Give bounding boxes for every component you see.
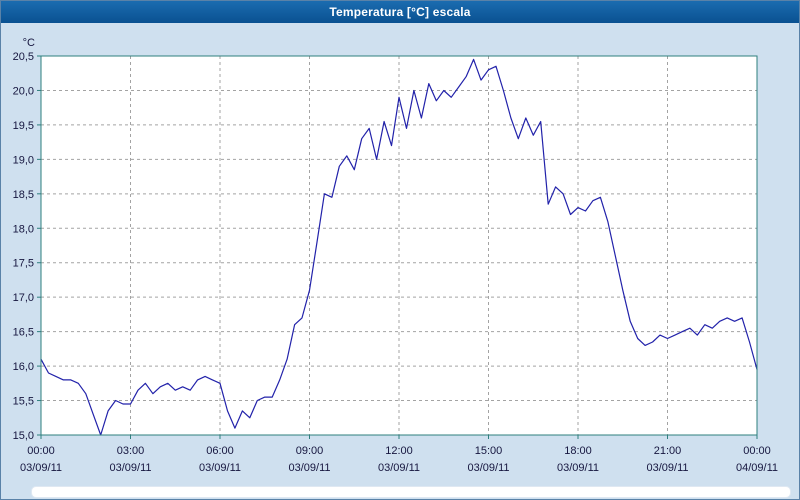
y-tick-label: 20,5 — [13, 51, 34, 63]
window-titlebar: Temperatura [°C] escala — [1, 1, 799, 23]
x-time-label: 15:00 — [475, 445, 503, 457]
y-tick-label: 20,0 — [13, 85, 34, 97]
window-title: Temperatura [°C] escala — [329, 5, 471, 19]
x-time-label: 12:00 — [385, 445, 413, 457]
x-time-label: 00:00 — [27, 445, 55, 457]
x-date-label: 03/09/11 — [288, 462, 330, 474]
y-tick-label: 16,5 — [13, 327, 34, 339]
y-tick-label: 16,0 — [13, 361, 34, 373]
x-time-label: 06:00 — [206, 445, 234, 457]
y-tick-label: 18,5 — [13, 189, 34, 201]
x-date-label: 03/09/11 — [199, 462, 241, 474]
x-time-label: 00:00 — [743, 445, 771, 457]
y-tick-label: 17,5 — [13, 258, 34, 270]
x-time-label: 09:00 — [296, 445, 324, 457]
y-tick-label: 15,0 — [13, 430, 34, 442]
temperature-series-line — [40, 58, 758, 436]
x-date-label: 03/09/11 — [557, 462, 599, 474]
x-date-label: 03/09/11 — [646, 462, 688, 474]
x-date-label: 03/09/11 — [467, 462, 509, 474]
y-tick-label: 19,0 — [13, 154, 34, 166]
x-time-label: 18:00 — [564, 445, 592, 457]
chart-area: 15,0 15,5 16,0 16,5 17,0 17,5 18,0 18,5 19,0 19,5… — [1, 23, 799, 486]
y-tick-label: 19,5 — [13, 120, 34, 132]
x-date-label: 04/09/11 — [736, 462, 778, 474]
x-time-label: 03:00 — [117, 445, 145, 457]
plot-border — [40, 55, 758, 436]
horizontal-scrollbar[interactable] — [31, 486, 791, 498]
y-tick-label: 15,5 — [13, 396, 34, 408]
x-date-label: 03/09/11 — [109, 462, 151, 474]
temperature-line-chart: 15,0 15,5 16,0 16,5 17,0 17,5 18,0 18,5 19,0 19,5… — [13, 37, 778, 474]
plot-area — [41, 56, 757, 435]
y-tick-label: 18,0 — [13, 223, 34, 235]
x-time-label: 21:00 — [654, 445, 682, 457]
x-date-label: 03/09/11 — [378, 462, 420, 474]
x-date-label: 03/09/11 — [20, 462, 62, 474]
y-axis-unit-label: °C — [23, 37, 35, 49]
y-tick-label: 17,0 — [13, 292, 34, 304]
